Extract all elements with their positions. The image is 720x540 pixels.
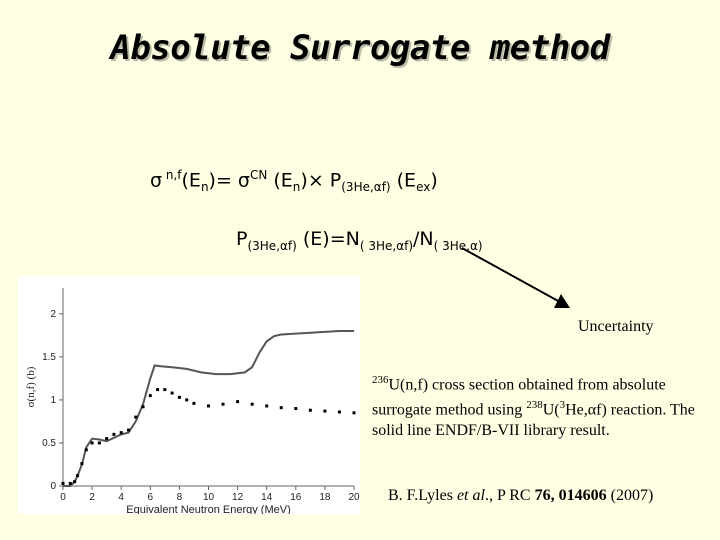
data-point [352, 411, 356, 415]
data-point [141, 405, 145, 409]
reference-citation: B. F.Lyles et al., P RC 76, 014606 (2007… [388, 487, 653, 505]
y-axis-label: σ(n,f) (b) [25, 366, 37, 407]
y-tick-label: 0 [50, 481, 56, 492]
data-point [80, 462, 84, 466]
caption-text1: U(n,f) cross section obtained from absol… [372, 376, 666, 419]
y-tick-label: 1 [50, 395, 56, 406]
x-tick-label: 18 [319, 492, 331, 503]
caption-sup-238: 238 [526, 399, 543, 412]
equation-cross-section: σ n,f(En)= σCN (En)× P(3He,αf) (Eex) [150, 168, 438, 194]
data-point [84, 448, 88, 452]
endf-line [63, 330, 354, 487]
data-point [163, 388, 167, 392]
x-tick-label: 12 [232, 492, 244, 503]
ref-authors: B. F.Lyles [388, 487, 457, 504]
eq1-sub-ex: ex [416, 180, 431, 195]
data-point [323, 409, 327, 413]
data-point [177, 395, 181, 399]
data-point [68, 481, 72, 485]
data-point [250, 402, 254, 406]
x-tick-label: 8 [177, 492, 183, 503]
data-point [308, 408, 312, 412]
y-tick-label: 1.5 [42, 352, 56, 363]
x-tick-label: 6 [148, 492, 154, 503]
eq1-sup-nf: n,f [162, 168, 182, 182]
chart-svg: 0 2 4 6 8 10 12 14 16 18 20 0 0.5 1 1.5 2 Equivalent Neu… [25, 288, 360, 516]
eq2-p: P [236, 228, 248, 250]
caption-sup-3: 3 [559, 399, 566, 412]
caption-sup-236: 236 [372, 374, 389, 386]
data-point [76, 474, 80, 478]
slide-title: Absolute Surrogate method [110, 28, 610, 68]
eq1-close: ) [430, 169, 438, 192]
eq1-eq-sigma: )= σ [208, 169, 250, 192]
x-axis-label: Equivalent Neutron Energy (MeV) [126, 504, 290, 514]
data-point [221, 402, 225, 406]
data-point [61, 481, 65, 485]
eq2-eq-n: (E)=N [296, 228, 360, 250]
data-point [148, 394, 152, 398]
eq2-sub-den: ( 3He,α) [433, 238, 483, 253]
x-tick-label: 0 [60, 492, 66, 503]
ref-volume: 76, 014606 [534, 487, 607, 504]
data-point [192, 401, 196, 405]
data-point [126, 428, 130, 432]
y-tick-label: 2 [50, 309, 56, 320]
figure-caption: 236U(n,f) cross section obtained from ab… [372, 370, 717, 441]
eq2-sub-num: ( 3He,αf) [359, 238, 414, 253]
data-point [90, 441, 94, 445]
data-point [185, 398, 189, 402]
uncertainty-label: Uncertainty [578, 318, 654, 335]
data-point [156, 388, 160, 392]
eq1-sub-reaction: (3He,αf) [341, 180, 391, 195]
arrow-icon [461, 247, 570, 308]
eq1-sub-n1: n [200, 180, 209, 195]
data-point [105, 437, 109, 441]
data-point [73, 480, 77, 484]
data-point [134, 415, 138, 419]
caption-text2: U( [542, 401, 560, 419]
ref-etal: et al [456, 487, 485, 504]
eq1-sub-n2: n [292, 180, 301, 195]
eq1-en-open: (E [181, 169, 201, 192]
data-point [265, 404, 269, 408]
eq2-sub-reaction: (3He,αf) [247, 238, 297, 253]
data-point [112, 432, 116, 436]
cross-section-chart: 0 2 4 6 8 10 12 14 16 18 20 0 0.5 1 1.5 2 Equivalent Neu… [18, 276, 360, 516]
caption-text3: He,αf) reaction. The solid line ENDF/B-V… [372, 401, 695, 439]
x-tick-label: 10 [203, 492, 215, 503]
data-point [207, 404, 210, 408]
data-point [119, 431, 123, 435]
data-point [236, 400, 240, 404]
x-tick-label: 2 [89, 492, 95, 503]
ref-rest: ., P RC [484, 487, 535, 504]
data-point [337, 410, 341, 414]
equation-probability: P(3He,αf) (E)=N( 3He,αf)/N( 3He,α) [236, 228, 483, 253]
data-point [294, 407, 298, 411]
eq1-en2-open: (E [267, 169, 293, 192]
data-point [279, 406, 283, 410]
eq1-sigma: σ [150, 169, 163, 192]
y-tick-label: 0.5 [42, 438, 56, 449]
eq1-eex-open: (E [390, 169, 417, 192]
x-tick-label: 16 [290, 492, 302, 503]
data-point [97, 441, 101, 445]
eq1-sup-cn: CN [249, 168, 268, 182]
data-point [170, 391, 174, 395]
eq1-times-p: )× P [300, 169, 342, 192]
x-tick-label: 20 [348, 492, 360, 503]
x-tick-label: 14 [261, 492, 273, 503]
eq2-slash-n: /N [413, 228, 434, 250]
x-tick-label: 4 [118, 492, 124, 503]
ref-year: (2007) [606, 487, 654, 504]
